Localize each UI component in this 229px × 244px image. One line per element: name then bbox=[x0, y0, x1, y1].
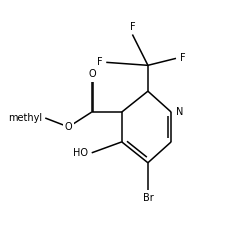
Text: methyl: methyl bbox=[8, 113, 42, 123]
Text: Br: Br bbox=[142, 193, 153, 203]
Text: O: O bbox=[65, 122, 72, 132]
Text: F: F bbox=[97, 57, 102, 67]
Text: N: N bbox=[176, 107, 183, 117]
Text: O: O bbox=[89, 69, 96, 79]
Text: F: F bbox=[180, 53, 186, 63]
Text: HO: HO bbox=[73, 148, 88, 158]
Text: F: F bbox=[130, 22, 135, 32]
